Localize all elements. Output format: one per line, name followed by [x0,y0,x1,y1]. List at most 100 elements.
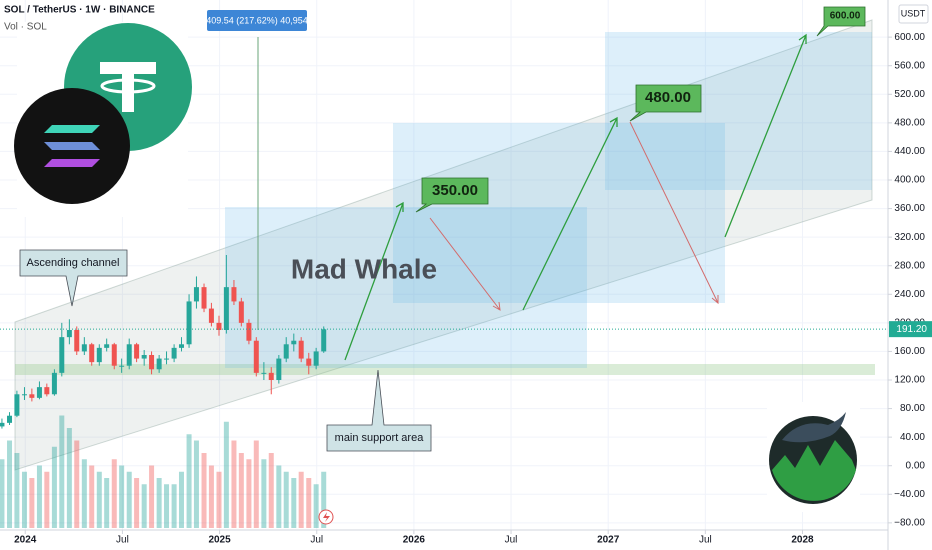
candle-body [89,344,95,363]
candle-body [81,344,87,352]
volume-bar [164,484,170,528]
flash-icon [318,509,334,525]
x-tick-label: 2026 [403,535,426,546]
volume-bar [261,459,267,528]
whale-logo [767,402,860,512]
candle-body [149,355,155,370]
x-tick-label: Jul [699,535,712,546]
callout: main support area [326,369,432,452]
candle-body [321,329,327,352]
y-tick-label: 480.00 [894,117,925,128]
volume-bar [119,465,125,528]
volume-bar [141,484,147,528]
price-label: 350.00 [415,177,489,213]
candle-body [126,344,132,366]
callout-box [326,369,432,452]
volume-bar [59,415,65,528]
volume-bar [268,453,274,528]
logo [14,22,192,217]
volume-bar [134,478,140,528]
whale-body [782,412,846,443]
arrow-up [724,33,807,238]
candle-body [193,287,199,302]
price-label: 480.00 [629,84,702,122]
volume-bar [0,459,5,528]
candle-body [96,347,102,363]
last-price-box [889,321,932,338]
callout-box [19,249,128,307]
volume-bar [21,471,27,528]
x-tick-label: Jul [310,535,323,546]
ascending-channel [14,19,873,471]
y-tick-label: 40.00 [900,432,925,443]
candle-body [208,308,214,323]
y-tick-label: 560.00 [894,60,925,71]
candle-body [119,365,125,367]
volume-bar [104,478,110,528]
candle-body [44,387,50,395]
chart-subtitle: Vol · SOL [4,22,47,33]
plot [0,255,888,528]
volume-bar [321,471,327,528]
volume-bar [291,478,297,528]
callout: Ascending channel [19,249,128,307]
candle-body [141,355,147,359]
price-label-box [629,84,702,122]
candle-body [186,301,192,345]
target-box [393,123,725,303]
price-label-text: 600.00 [830,11,861,22]
price-axis [888,0,932,550]
volume-bar [7,440,13,528]
y-tick-label: 360.00 [894,203,925,214]
volume-bar [223,421,229,528]
candle-body [164,358,170,360]
currency-label: USDT [901,8,926,18]
volume-bar [44,471,50,528]
volume-bar [231,440,237,528]
solana-bar [44,142,100,150]
volume-bar [74,440,80,528]
arrow-up [344,201,404,361]
x-tick-label: 2027 [597,535,620,546]
y-tick-label: 280.00 [894,260,925,271]
volume-bar [96,471,102,528]
whale-wave [772,440,856,501]
candle-body [21,394,27,396]
y-tick-label: −80.00 [894,517,925,528]
volume-bar [89,465,95,528]
volume-bar [283,471,289,528]
volume-bar [66,428,72,528]
projection-arrows [344,33,807,361]
measure-text: 409.54 (217.62%) 40,954 [206,15,308,25]
y-tick-label: 80.00 [900,403,925,414]
volume-bar [201,453,207,528]
candle-body [0,422,5,427]
x-tick-label: 2028 [791,535,814,546]
candle-body [306,358,312,366]
volume-bar [193,440,199,528]
callout-text: main support area [335,432,425,444]
candle-body [51,372,57,395]
candle-body [268,372,274,380]
volume-bar [51,446,57,528]
arrow-up [522,116,618,311]
projection-arrows-down [429,121,719,311]
volume-bar [156,478,162,528]
candle-body [261,372,267,374]
arrow-down [429,217,501,311]
candle-body [7,415,13,423]
candle-body [74,330,80,352]
price-label-text: 350.00 [432,182,478,199]
volume-bar [216,471,222,528]
price-label-box [816,6,866,37]
candle-body [14,394,20,416]
y-tick-label: 240.00 [894,289,925,300]
candle-body [66,330,72,338]
candle-body [291,340,297,345]
candle-body [223,287,229,330]
measure-label: 409.54 (217.62%) 40,954 [206,10,308,31]
price-label-text: 480.00 [645,89,691,106]
candle-body [59,337,65,373]
tether-ring [100,78,156,94]
